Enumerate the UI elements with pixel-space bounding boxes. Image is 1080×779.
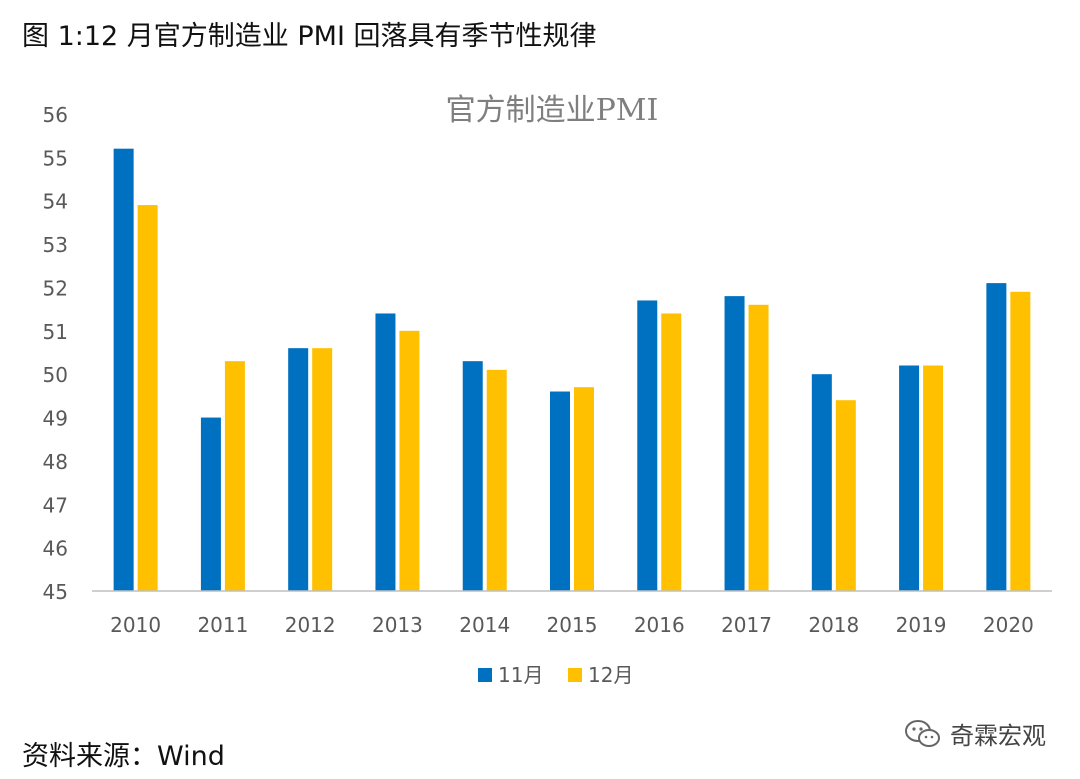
bar bbox=[637, 300, 658, 591]
bar bbox=[661, 313, 682, 591]
x-tick-label: 2011 bbox=[197, 613, 248, 637]
legend-swatch bbox=[568, 668, 582, 682]
bar bbox=[811, 374, 832, 591]
x-tick-label: 2020 bbox=[983, 613, 1034, 637]
legend-swatch bbox=[478, 668, 492, 682]
wechat-icon bbox=[905, 719, 940, 747]
x-tick-label: 2017 bbox=[721, 613, 772, 637]
bar bbox=[399, 330, 420, 591]
legend-label: 12月 bbox=[588, 663, 633, 687]
source-note: 资料来源：Wind bbox=[22, 741, 225, 772]
y-tick-label: 51 bbox=[43, 320, 68, 344]
bar bbox=[375, 313, 396, 591]
y-tick-label: 54 bbox=[43, 190, 68, 214]
x-tick-label: 2014 bbox=[459, 613, 510, 637]
bar bbox=[1010, 291, 1031, 591]
bar bbox=[137, 205, 158, 591]
bar bbox=[113, 148, 134, 591]
bar bbox=[899, 365, 920, 591]
x-tick-label: 2015 bbox=[547, 613, 598, 637]
legend: 11月 12月 bbox=[478, 663, 633, 687]
bar bbox=[923, 365, 944, 591]
y-tick-label: 46 bbox=[43, 537, 68, 561]
x-tick-label: 2010 bbox=[110, 613, 161, 637]
y-tick-label: 49 bbox=[43, 407, 68, 431]
bar bbox=[224, 361, 245, 591]
y-tick-label: 50 bbox=[43, 363, 68, 387]
y-axis: 45 46 47 48 49 50 51 52 53 54 55 56 bbox=[43, 103, 68, 604]
bar bbox=[986, 283, 1007, 591]
bar-series bbox=[113, 148, 1031, 591]
watermark: 奇霖宏观 bbox=[904, 716, 1046, 751]
y-tick-label: 55 bbox=[43, 146, 68, 170]
y-tick-label: 53 bbox=[43, 233, 68, 257]
chart-container: 官方制造业PMI 45 46 47 48 49 50 51 52 53 54 55 56 2010 20… bbox=[0, 80, 1080, 710]
x-tick-label: 2018 bbox=[808, 613, 859, 637]
bar bbox=[312, 348, 333, 591]
bar bbox=[835, 400, 856, 591]
bar bbox=[462, 361, 483, 591]
bar bbox=[748, 304, 769, 591]
chart-title: 官方制造业PMI bbox=[446, 93, 659, 128]
x-axis: 2010 2011 2012 2013 2014 2015 2016 2017 2018 2019… bbox=[110, 613, 1034, 637]
x-tick-label: 2016 bbox=[634, 613, 685, 637]
bar bbox=[486, 369, 507, 591]
bar bbox=[724, 296, 745, 591]
x-tick-label: 2013 bbox=[372, 613, 423, 637]
legend-label: 11月 bbox=[498, 663, 543, 687]
bar bbox=[574, 387, 594, 591]
y-tick-label: 47 bbox=[43, 493, 68, 517]
y-tick-label: 52 bbox=[43, 276, 68, 300]
y-tick-label: 48 bbox=[43, 450, 68, 474]
y-tick-label: 45 bbox=[43, 580, 68, 604]
watermark-text: 奇霖宏观 bbox=[950, 722, 1046, 750]
figure-heading: 图 1:12 月官方制造业 PMI 回落具有季节性规律 bbox=[22, 21, 597, 52]
y-tick-label: 56 bbox=[43, 103, 68, 127]
x-tick-label: 2019 bbox=[896, 613, 947, 637]
x-tick-label: 2012 bbox=[285, 613, 336, 637]
bar bbox=[550, 391, 570, 591]
bar bbox=[288, 348, 309, 591]
bar bbox=[200, 417, 221, 591]
